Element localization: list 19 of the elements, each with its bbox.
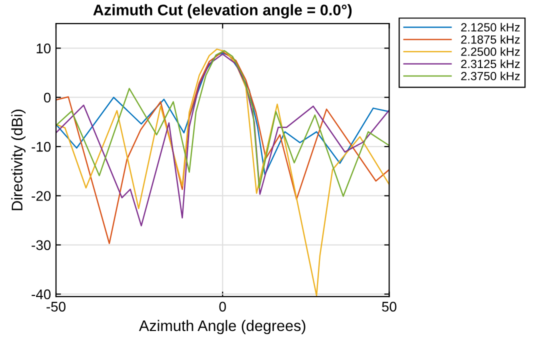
y-axis-title: Directivity (dBi): [11, 110, 26, 210]
x-axis-title: Azimuth Angle (degrees): [138, 320, 306, 334]
y-tick-label: 0: [44, 92, 51, 103]
y-tick-label: 10: [36, 44, 51, 54]
legend-label: 2.3125 kHz: [461, 59, 520, 68]
line-series: [56, 52, 390, 176]
y-tick-label: -40: [32, 289, 51, 300]
legend-label: 2.2500 kHz: [461, 47, 520, 56]
x-tick-label: 0: [219, 302, 226, 312]
y-tick-label: -20: [32, 191, 51, 201]
x-tick-label: 50: [382, 302, 396, 312]
legend-label: 2.1875 kHz: [461, 35, 520, 44]
legend-label: 2.1250 kHz: [461, 22, 520, 32]
chart-title: Azimuth Cut (elevation angle = 0.0°): [93, 4, 352, 18]
y-tick-label: -30: [32, 240, 51, 250]
y-tick-label: -10: [32, 142, 51, 152]
legend-label: 2.3750 kHz: [461, 72, 520, 80]
line-series: [56, 50, 390, 197]
x-tick-label: -50: [46, 302, 66, 312]
